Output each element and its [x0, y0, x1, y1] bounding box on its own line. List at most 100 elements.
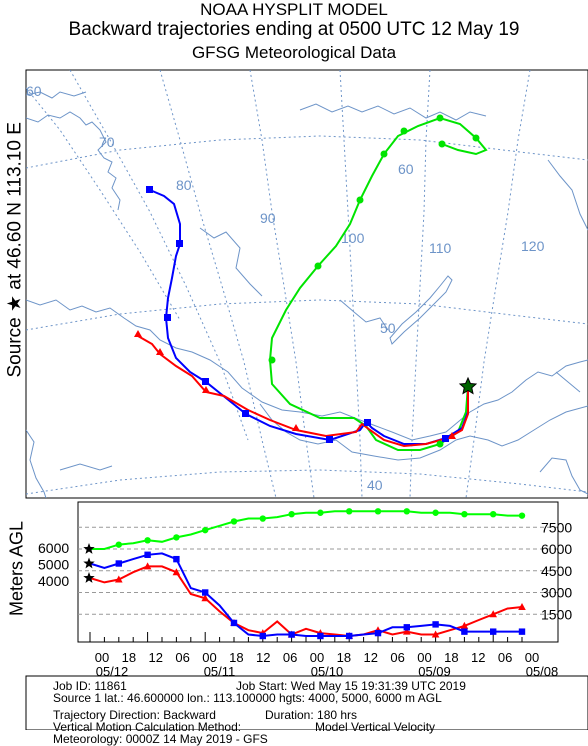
lon-label-80: 80	[176, 177, 192, 193]
duration: Duration: 180 hrs	[265, 708, 358, 722]
job-id: Job ID: 11861	[53, 679, 127, 693]
height-point	[403, 508, 410, 515]
height-series-line	[90, 510, 522, 550]
green-marker	[268, 356, 276, 364]
meridian-100	[339, 70, 363, 498]
height-point	[461, 511, 468, 518]
red-marker	[202, 386, 210, 393]
china-border	[259, 403, 588, 461]
meteo-data-label: GFSG Meteorological Data	[191, 43, 397, 62]
date-label: 05/08	[526, 664, 559, 679]
arctic-coastline	[26, 91, 121, 211]
height-point	[346, 508, 353, 515]
kamchatka-coast	[547, 159, 588, 231]
height-point	[490, 628, 497, 635]
job-info-panel: Job ID: 11861 Job Start: Wed May 15 19:31…	[53, 680, 588, 745]
height-point	[173, 555, 180, 563]
parallel-50	[26, 299, 588, 331]
hour-tick-label: 06	[498, 650, 512, 665]
right-axis-tick-label: 6000	[541, 541, 572, 557]
lon-label-60: 60	[26, 83, 42, 99]
height-series-line	[89, 552, 522, 638]
date-label: 05/09	[418, 664, 451, 679]
trajectory-markers	[134, 114, 480, 448]
job-start: Job Start: Wed May 15 19:31:39 UTC 2019	[236, 679, 466, 693]
map-frame	[25, 69, 588, 499]
trajectory-direction: Trajectory Direction: Backward	[53, 708, 216, 722]
date-labels: 05/12 05/11 05/10 05/09 05/08	[96, 664, 559, 679]
hour-tick-label: 12	[364, 650, 378, 665]
lon-label-70: 70	[99, 134, 115, 150]
latlon-grid	[26, 70, 588, 498]
lake-baikal	[389, 275, 453, 345]
hour-tick-label: 12	[471, 650, 485, 665]
height-point	[144, 537, 151, 544]
height-point	[431, 630, 440, 638]
height-point	[317, 509, 324, 516]
date-label: 05/12	[96, 664, 129, 679]
height-point	[432, 509, 439, 516]
height-point	[172, 568, 181, 576]
height-point	[460, 621, 469, 629]
hour-tick-label: 18	[444, 650, 458, 665]
height-point	[144, 551, 151, 558]
green-marker	[472, 134, 480, 142]
blue-marker	[326, 436, 333, 443]
hour-tick-label: 06	[283, 650, 297, 665]
meridian-120	[465, 70, 531, 498]
right-axis-tick-label: 1500	[541, 606, 572, 622]
model-title: NOAA HYSPLIT MODEL	[200, 0, 388, 19]
parallel-60	[26, 135, 588, 169]
height-point	[490, 511, 497, 518]
source-info: Source 1 lat.: 46.600000 lon.: 113.10000…	[53, 691, 442, 705]
pacific-coast	[539, 371, 588, 495]
height-series-line	[89, 565, 523, 638]
height-point	[518, 512, 526, 519]
hour-tick-label: 00	[202, 650, 216, 665]
blue-marker	[202, 378, 209, 385]
height-point	[115, 541, 123, 548]
height-point	[403, 627, 411, 635]
start-height-label: 5000	[38, 557, 69, 573]
hour-tick-label: 00	[525, 650, 539, 665]
lat-label-60: 60	[398, 161, 414, 177]
height-point	[201, 594, 209, 602]
info-frame	[25, 675, 588, 730]
height-frame	[77, 501, 559, 643]
hour-tick-label: 12	[149, 650, 163, 665]
hour-labels: 00 18 12 06 00 18 12 06 00 18 12 06 00 18 12 06 00	[95, 650, 539, 665]
start-height-label: 6000	[38, 540, 69, 556]
meridian-60	[26, 87, 181, 321]
meridian-90	[249, 70, 315, 498]
meridian-110	[409, 70, 431, 498]
start-star	[83, 557, 95, 569]
height-point	[230, 518, 238, 525]
blue-marker	[242, 410, 249, 417]
date-label: 05/10	[311, 664, 344, 679]
height-point	[374, 508, 382, 515]
blue-marker	[164, 314, 171, 321]
height-point	[115, 575, 123, 583]
lon-label-110: 110	[429, 240, 452, 256]
lake-balkhash	[59, 463, 113, 471]
red-marker	[134, 330, 142, 337]
caspian-coast	[26, 429, 47, 498]
hour-tick-label: 12	[256, 650, 270, 665]
source-star	[458, 376, 478, 395]
height-point	[202, 589, 209, 596]
hour-tick-label: 18	[122, 650, 136, 665]
height-point	[346, 632, 353, 640]
meteorology: Meteorology: 0000Z 14 May 2019 - GFS	[53, 732, 268, 746]
lon-label-120: 120	[521, 238, 545, 254]
blue-marker	[364, 419, 371, 426]
red-marker	[156, 348, 164, 355]
right-axis-tick-label: 3000	[541, 585, 572, 601]
height-point	[173, 534, 180, 541]
height-point	[461, 628, 468, 635]
start-height-label: 4000	[38, 573, 69, 589]
start-star	[83, 543, 95, 554]
height-point	[489, 610, 497, 618]
chart-subtitle: Backward trajectories ending at 0500 UTC…	[68, 19, 520, 40]
vertical-motion-value: Model Vertical Velocity	[315, 720, 436, 734]
